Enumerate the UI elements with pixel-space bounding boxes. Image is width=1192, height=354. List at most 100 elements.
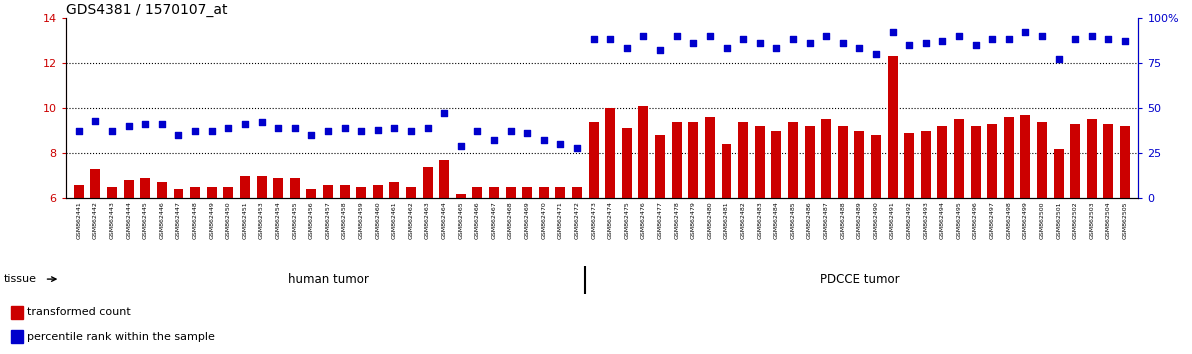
Bar (373, 185, 383, 198)
Point (517, 130, 536, 136)
Bar (738, 121, 749, 198)
Bar (704, 117, 715, 198)
Text: human tumor: human tumor (287, 273, 368, 286)
Text: GSM862453: GSM862453 (259, 202, 263, 239)
Point (136, 121, 155, 127)
Text: GSM862451: GSM862451 (242, 202, 248, 239)
Point (219, 125, 238, 131)
Text: percentile rank within the sample: percentile rank within the sample (26, 332, 215, 342)
Text: GSM862456: GSM862456 (309, 202, 313, 239)
Text: GSM862477: GSM862477 (658, 202, 663, 239)
Point (966, 42, 985, 47)
Point (318, 129, 337, 134)
Point (601, 36, 620, 42)
Text: GSM862458: GSM862458 (342, 202, 347, 239)
Bar (1020, 115, 1030, 198)
Text: GSM862495: GSM862495 (956, 202, 962, 239)
Point (850, 46, 869, 51)
Bar (1070, 124, 1080, 198)
Bar (954, 119, 964, 198)
Point (1066, 36, 1085, 42)
Text: GSM862441: GSM862441 (76, 202, 81, 239)
Bar (721, 144, 732, 198)
Point (452, 143, 471, 149)
Text: GSM862463: GSM862463 (426, 202, 430, 239)
Point (285, 125, 304, 131)
Bar (157, 182, 167, 198)
Text: GSM862487: GSM862487 (824, 202, 828, 239)
Point (203, 129, 222, 134)
Text: GSM862455: GSM862455 (292, 202, 297, 239)
Text: GSM862497: GSM862497 (989, 202, 994, 239)
Point (668, 33, 687, 39)
Bar (505, 187, 516, 198)
Point (867, 51, 886, 57)
Point (501, 129, 520, 134)
Bar (987, 124, 998, 198)
Bar (855, 131, 864, 198)
Bar (1104, 124, 1113, 198)
Bar (1054, 149, 1063, 198)
Bar (455, 194, 466, 198)
Text: GSM862454: GSM862454 (275, 202, 280, 239)
Bar (572, 187, 582, 198)
Point (551, 141, 570, 147)
Point (617, 46, 637, 51)
Text: GSM862443: GSM862443 (110, 202, 114, 239)
Bar (672, 121, 682, 198)
Text: GSM862472: GSM862472 (575, 202, 579, 239)
Bar (124, 180, 134, 198)
Bar (688, 121, 699, 198)
Text: GSM862465: GSM862465 (458, 202, 464, 239)
Bar (91, 169, 100, 198)
Bar (1120, 126, 1130, 198)
Bar (356, 187, 366, 198)
Point (235, 121, 254, 127)
Point (302, 132, 321, 138)
Bar (1004, 117, 1014, 198)
Text: GSM862502: GSM862502 (1073, 202, 1078, 239)
Bar (390, 182, 399, 198)
Point (766, 46, 786, 51)
Point (103, 129, 122, 134)
Bar (755, 126, 765, 198)
Bar (639, 106, 648, 198)
Bar (256, 176, 267, 198)
Bar (888, 56, 898, 198)
Text: GSM862483: GSM862483 (757, 202, 762, 239)
Point (1099, 36, 1118, 42)
Point (950, 33, 969, 39)
Bar (539, 187, 548, 198)
Bar (472, 187, 483, 198)
Bar (223, 187, 234, 198)
Bar (439, 160, 449, 198)
Bar (920, 131, 931, 198)
Bar (11, 330, 23, 343)
Text: GSM862457: GSM862457 (325, 202, 330, 239)
Bar (306, 189, 316, 198)
Text: GSM862484: GSM862484 (774, 202, 778, 239)
Text: GSM862450: GSM862450 (225, 202, 231, 239)
Bar (240, 176, 250, 198)
Bar (788, 121, 797, 198)
Bar (555, 187, 565, 198)
Point (153, 121, 172, 127)
Bar (74, 185, 83, 198)
Text: GSM862475: GSM862475 (625, 202, 629, 239)
Bar (489, 187, 499, 198)
Point (119, 123, 138, 129)
Point (1049, 56, 1068, 62)
Text: GSM862479: GSM862479 (691, 202, 696, 239)
Point (933, 38, 952, 44)
Bar (622, 128, 632, 198)
Point (534, 138, 553, 143)
Text: GSM862473: GSM862473 (591, 202, 596, 239)
Point (352, 129, 371, 134)
Text: GSM862494: GSM862494 (940, 202, 945, 239)
Bar (190, 187, 200, 198)
Point (169, 132, 188, 138)
Text: GSM862476: GSM862476 (641, 202, 646, 239)
Text: GSM862467: GSM862467 (491, 202, 497, 239)
Text: GSM862444: GSM862444 (126, 202, 131, 239)
Point (634, 33, 653, 39)
